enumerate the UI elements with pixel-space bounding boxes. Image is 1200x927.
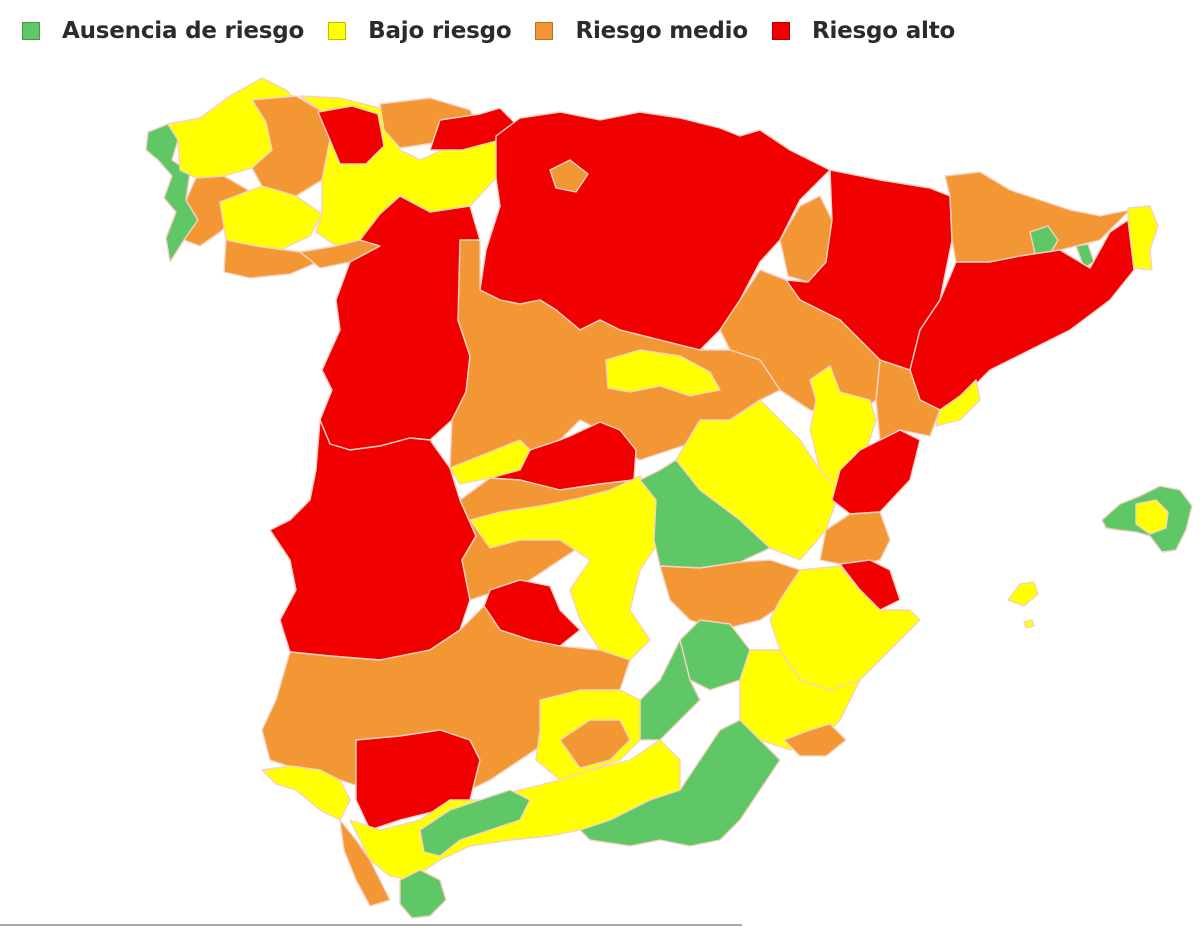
legend-label: Ausencia de riesgo	[62, 18, 305, 44]
legend-swatch-red	[771, 22, 790, 40]
region-burgos-orange-pocket[interactable]	[549, 159, 589, 193]
region-asturias-red[interactable]	[317, 105, 385, 165]
bottom-divider	[0, 924, 742, 926]
region-galicia-south-west[interactable]	[183, 175, 249, 247]
region-jaen-orange-pocket[interactable]	[559, 719, 631, 769]
map-legend: Ausencia de riesgo Bajo riesgo Riesgo me…	[22, 14, 979, 48]
legend-swatch-green	[22, 22, 40, 40]
region-tarragona-coast-yellow[interactable]	[935, 379, 981, 427]
region-formentera-yellow[interactable]	[1023, 619, 1035, 629]
legend-item-no-risk: Ausencia de riesgo	[22, 18, 304, 44]
region-ourense-south[interactable]	[223, 239, 319, 279]
legend-item-high-risk: Riesgo alto	[771, 18, 956, 44]
region-cuenca-green[interactable]	[639, 459, 771, 569]
region-galicia-west-coast[interactable]	[145, 123, 199, 263]
region-castellon-north-orange[interactable]	[875, 359, 941, 441]
region-huelva-coast-yellow[interactable]	[261, 765, 351, 821]
region-cadiz-orange-coast[interactable]	[339, 819, 391, 907]
legend-label: Riesgo medio	[575, 18, 748, 44]
region-valencia-orange[interactable]	[819, 511, 891, 567]
region-castellon-red[interactable]	[831, 429, 921, 515]
region-cadiz-green[interactable]	[399, 869, 447, 919]
region-mallorca-yellow[interactable]	[1135, 499, 1169, 535]
region-galicia-south[interactable]	[219, 185, 323, 251]
region-granada-green-east[interactable]	[639, 639, 701, 741]
region-extremadura-red[interactable]	[269, 419, 477, 661]
legend-swatch-yellow	[328, 22, 347, 40]
legend-item-medium-risk: Riesgo medio	[535, 18, 748, 44]
legend-item-low-risk: Bajo riesgo	[328, 18, 512, 44]
region-catalonia-north-orange[interactable]	[944, 171, 1131, 263]
region-segovia-yellow[interactable]	[605, 349, 721, 397]
region-la-mancha-yellow-west[interactable]	[469, 475, 661, 661]
legend-label: Riesgo alto	[811, 18, 956, 44]
region-murcia-orange[interactable]	[783, 723, 847, 757]
region-cuenca-yellow[interactable]	[675, 399, 841, 561]
legend-label: Bajo riesgo	[368, 18, 512, 44]
region-ibiza-yellow[interactable]	[1007, 581, 1039, 607]
region-avila-yellow-strip[interactable]	[449, 439, 531, 485]
legend-swatch-orange	[535, 22, 554, 40]
region-malaga-green[interactable]	[419, 789, 531, 857]
